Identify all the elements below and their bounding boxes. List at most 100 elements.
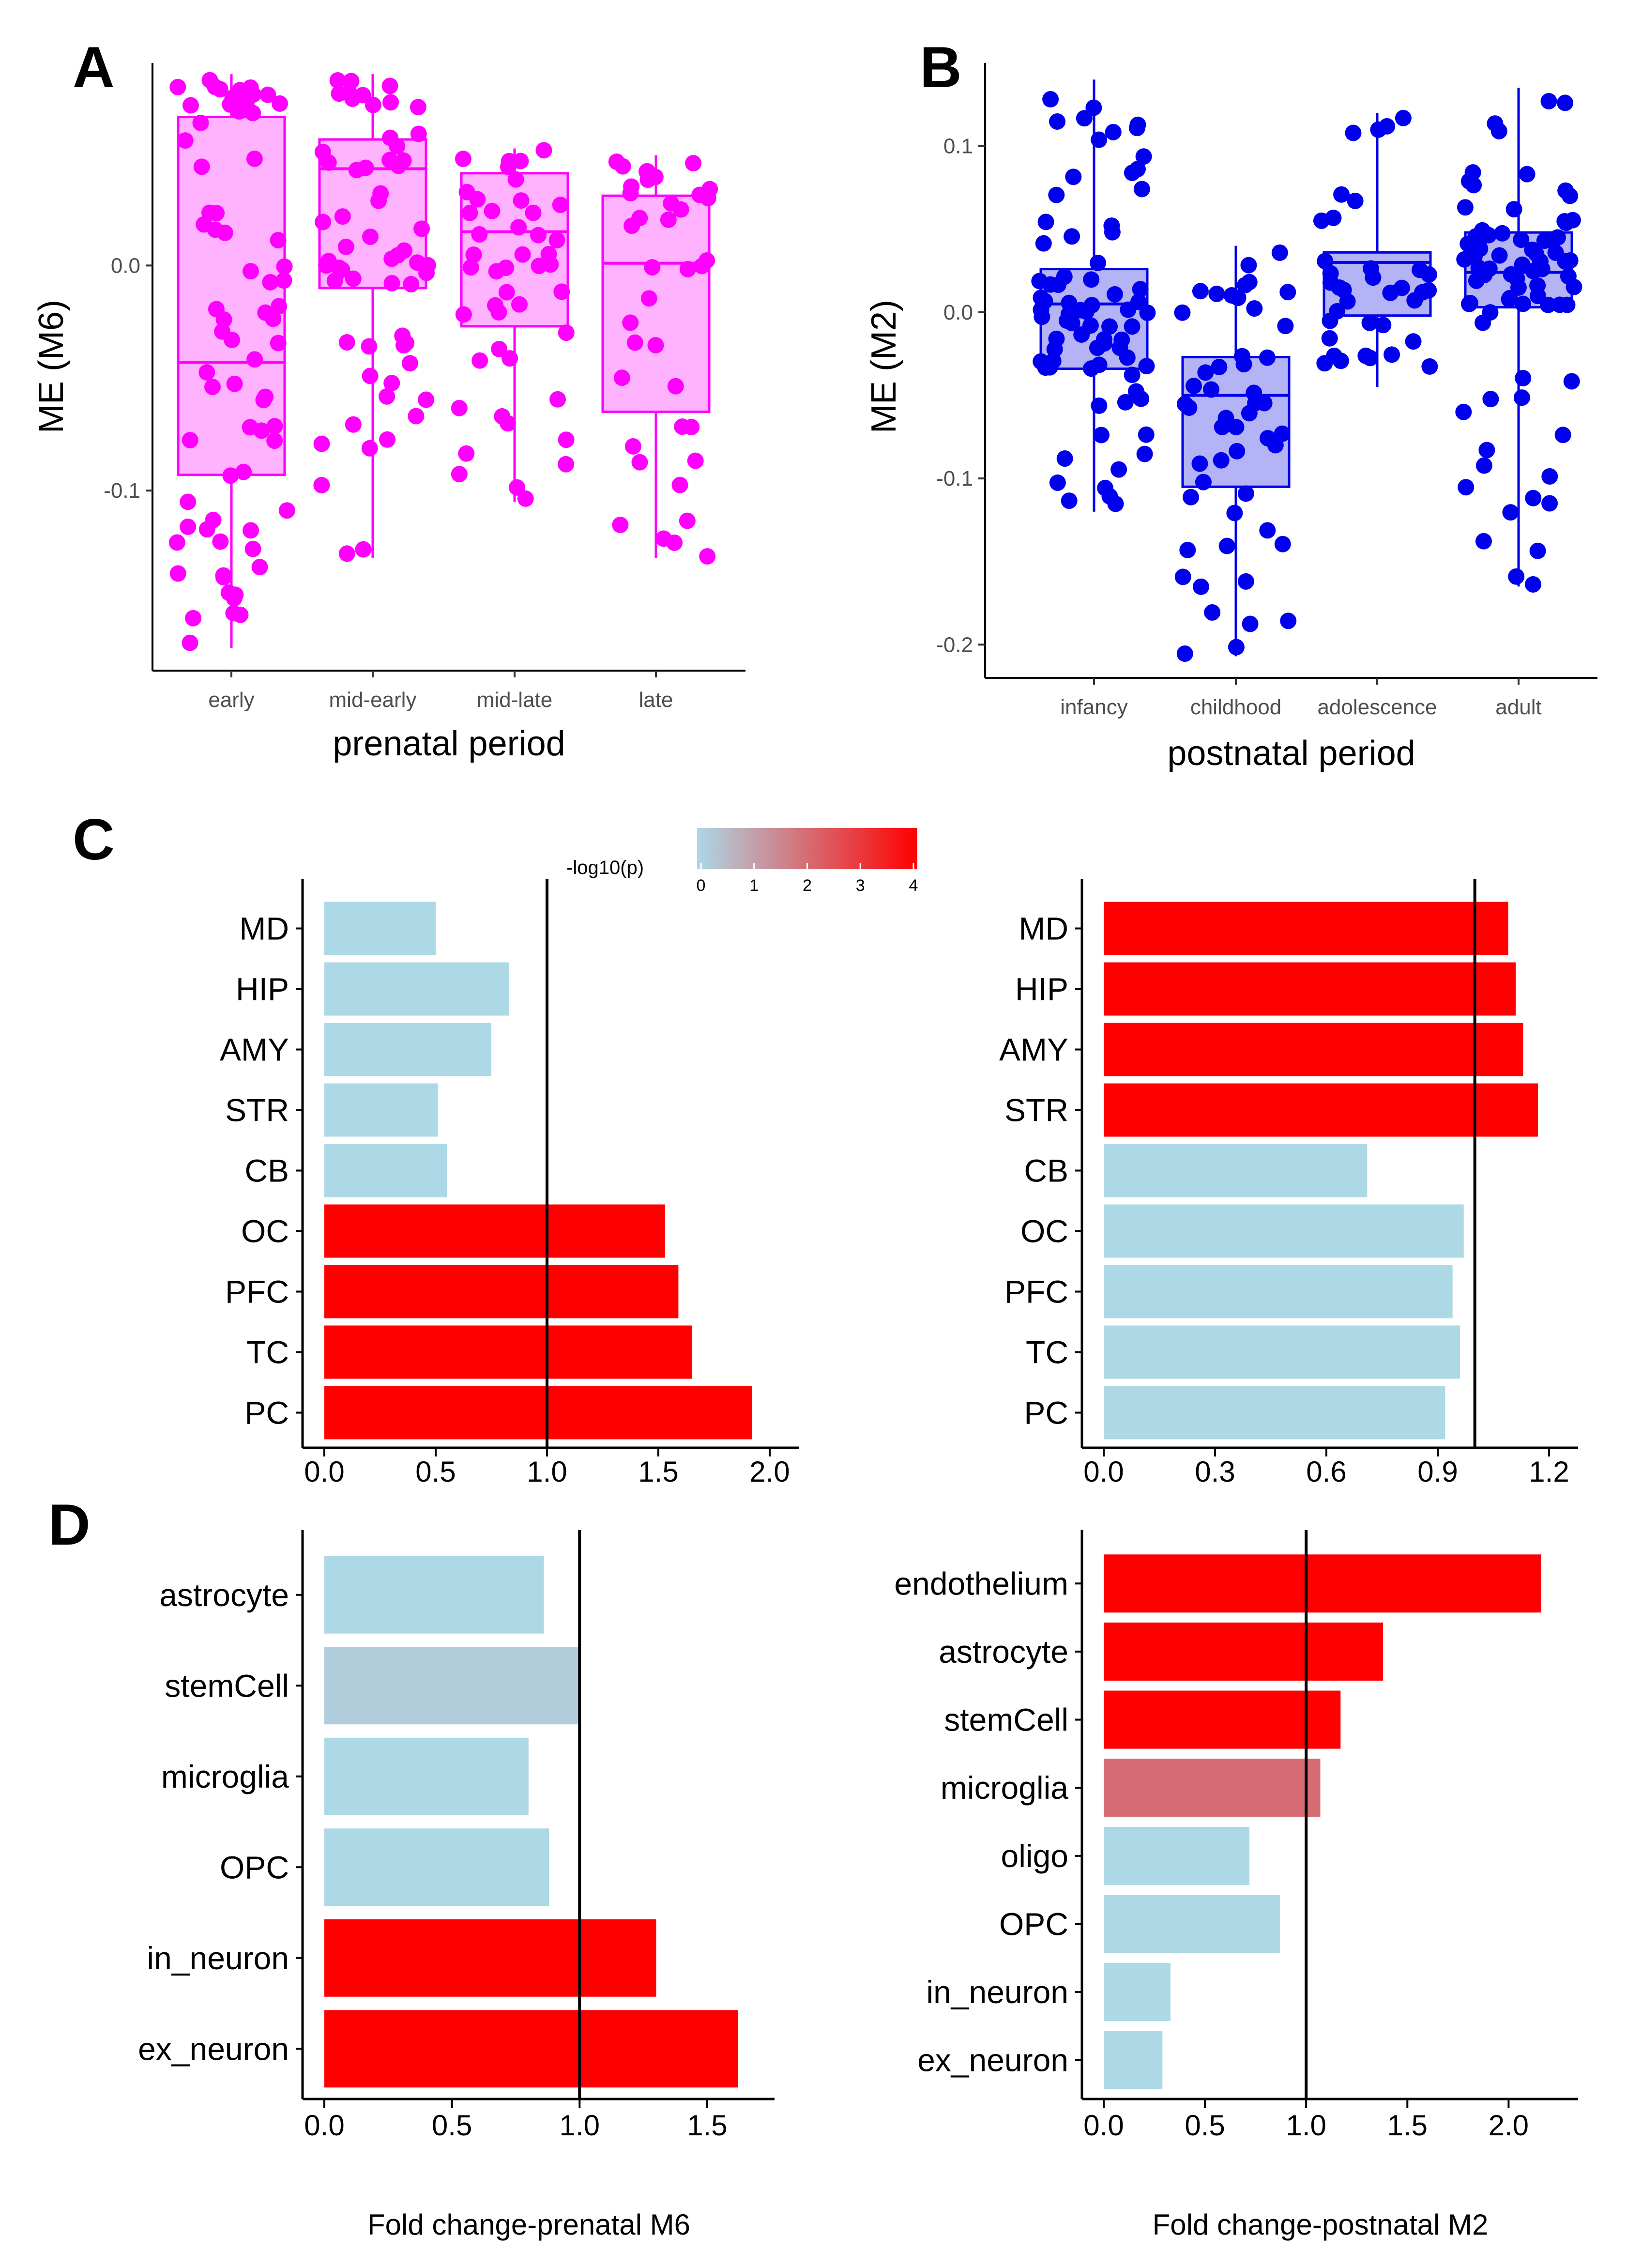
data-point — [276, 258, 293, 275]
data-point — [1191, 455, 1208, 472]
x-tick-label: 1.2 — [1529, 1456, 1569, 1488]
data-point — [1091, 356, 1108, 373]
data-point — [1458, 479, 1475, 496]
data-point — [531, 258, 547, 275]
data-point — [185, 610, 202, 627]
data-point — [512, 153, 529, 169]
x-tick-label: 0.0 — [304, 2109, 344, 2142]
data-point — [1259, 349, 1276, 366]
bar-pc: PC — [1024, 1386, 1445, 1440]
data-point — [1064, 315, 1080, 332]
data-point — [1502, 504, 1519, 521]
data-point — [382, 94, 399, 111]
bar-str: STR — [225, 1083, 438, 1137]
data-point — [1033, 301, 1049, 318]
bar-rect — [324, 1828, 549, 1906]
bar-microglia: microglia — [161, 1737, 529, 1815]
legend-tick-label: 0 — [697, 876, 706, 895]
bar-category-label: AMY — [220, 1032, 289, 1068]
data-point — [1091, 131, 1108, 148]
bar-cb: CB — [1024, 1144, 1368, 1197]
data-point — [1083, 271, 1100, 288]
data-point — [1138, 358, 1155, 375]
data-point — [1192, 283, 1209, 300]
data-point — [361, 338, 378, 355]
data-point — [1035, 235, 1052, 252]
bar-astrocyte: astrocyte — [939, 1622, 1384, 1681]
x-tick-label: 0.5 — [432, 2109, 472, 2142]
data-point — [1557, 182, 1574, 199]
bar-category-label: OPC — [220, 1849, 289, 1885]
data-point — [1475, 457, 1492, 474]
box-mid-late: mid-late — [451, 142, 575, 712]
data-point — [679, 512, 696, 529]
data-point — [1529, 288, 1546, 305]
y-tick-label: -0.1 — [104, 479, 140, 503]
points-infancy — [1031, 91, 1156, 512]
data-point — [471, 352, 488, 369]
bar-rect — [1104, 1895, 1280, 1953]
bar-rect — [1104, 1083, 1538, 1137]
data-point — [168, 534, 185, 551]
data-point — [1133, 390, 1150, 407]
data-point — [507, 171, 524, 188]
data-point — [389, 247, 406, 264]
data-point — [1274, 536, 1291, 552]
legend-tick-label: 2 — [803, 876, 812, 895]
data-point — [1557, 94, 1574, 111]
data-point — [1515, 295, 1532, 312]
x-tick-label: 0.0 — [1083, 2109, 1124, 2142]
x-tick-label: 2.0 — [749, 1456, 790, 1488]
data-point — [1541, 468, 1558, 485]
data-point — [1033, 353, 1049, 370]
box-childhood: childhood — [1174, 244, 1297, 719]
data-point — [1564, 212, 1581, 229]
points-adolescence — [1313, 109, 1438, 375]
data-point — [1211, 358, 1228, 375]
data-point — [345, 416, 362, 433]
bar-oligo: oligo — [1001, 1826, 1250, 1885]
data-point — [558, 431, 575, 448]
bar-rect — [324, 1325, 692, 1379]
bar-rect — [1104, 2031, 1163, 2089]
legend-ticks: 0 1 2 3 4 — [697, 863, 918, 895]
data-point — [253, 422, 270, 439]
x-tick-label: 0.3 — [1195, 1456, 1235, 1488]
data-point — [266, 418, 283, 435]
legend-tick-label: 1 — [749, 876, 759, 895]
data-point — [1042, 91, 1059, 107]
data-point — [395, 337, 412, 354]
data-point — [500, 158, 517, 175]
data-point — [381, 77, 398, 94]
data-point — [419, 257, 436, 274]
data-point — [530, 227, 547, 244]
data-point — [1259, 522, 1276, 539]
bar-stemcell: stemCell — [944, 1690, 1341, 1749]
data-point — [1457, 199, 1474, 216]
data-point — [1566, 278, 1582, 295]
data-point — [207, 78, 224, 95]
data-point — [215, 569, 232, 586]
data-point — [313, 476, 330, 493]
data-point — [1117, 394, 1134, 411]
data-point — [1064, 228, 1080, 245]
y-tick-label: 0.1 — [943, 135, 973, 158]
data-point — [1195, 474, 1212, 490]
data-point — [1095, 331, 1112, 348]
data-point — [1048, 186, 1065, 203]
bar-rect — [324, 1083, 438, 1137]
x-tick-label: late — [639, 688, 673, 712]
data-point — [517, 490, 534, 507]
data-point — [685, 155, 702, 172]
bar-category-label: in_neuron — [926, 1974, 1068, 2010]
data-point — [1462, 237, 1479, 254]
bar-category-label: STR — [225, 1092, 289, 1128]
data-point — [455, 306, 472, 323]
data-point — [180, 518, 197, 535]
x-tick-label: 0.9 — [1417, 1456, 1458, 1488]
data-point — [242, 263, 259, 280]
data-point — [1513, 231, 1530, 248]
data-point — [231, 103, 248, 120]
bar-rect — [324, 902, 436, 955]
data-point — [622, 184, 639, 201]
